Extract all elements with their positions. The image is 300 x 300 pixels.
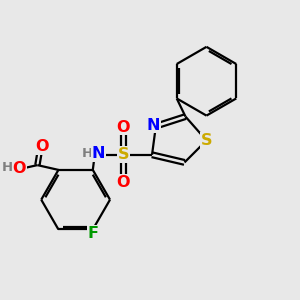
Text: O: O: [117, 175, 130, 190]
Text: O: O: [35, 140, 49, 154]
Text: N: N: [146, 118, 160, 133]
Text: F: F: [87, 226, 98, 241]
Text: O: O: [13, 161, 26, 176]
Text: H: H: [1, 161, 12, 175]
Text: S: S: [201, 133, 212, 148]
Text: S: S: [118, 147, 129, 162]
Text: H: H: [82, 147, 93, 160]
Text: O: O: [117, 120, 130, 135]
Text: N: N: [92, 146, 105, 161]
